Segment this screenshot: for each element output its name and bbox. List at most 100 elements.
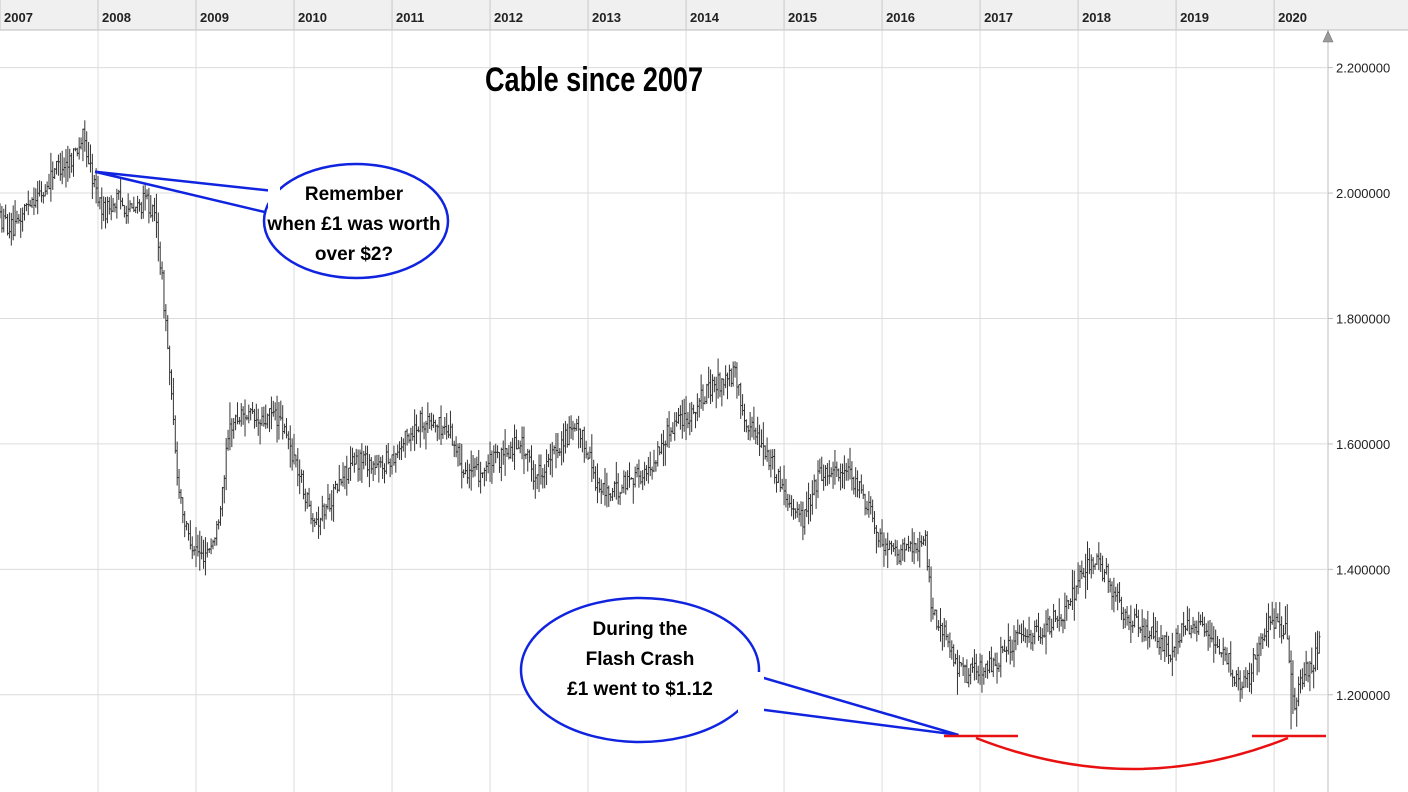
ohlc-bar bbox=[658, 446, 661, 456]
callout-line: Remember bbox=[305, 184, 404, 205]
ohlc-bar bbox=[355, 448, 358, 465]
ohlc-bar bbox=[437, 416, 441, 440]
ohlc-bar bbox=[718, 372, 722, 398]
ohlc-bar bbox=[217, 519, 220, 530]
flash-crash-markers bbox=[944, 734, 1326, 771]
ohlc-bar bbox=[916, 537, 920, 562]
ohlc-bar bbox=[471, 454, 475, 478]
ohlc-bar bbox=[813, 474, 816, 496]
ohlc-bar bbox=[251, 401, 254, 414]
ohlc-bar bbox=[253, 408, 256, 429]
pointer-cover bbox=[268, 183, 280, 213]
ohlc-bar bbox=[927, 559, 931, 583]
ohlc-bar bbox=[1282, 624, 1285, 640]
ohlc-bar bbox=[873, 511, 876, 534]
ohlc-bar bbox=[51, 161, 54, 190]
x-tick-label: 2009 bbox=[200, 10, 229, 25]
ohlc-bar bbox=[1318, 631, 1321, 654]
ohlc-bar bbox=[635, 463, 639, 478]
ohlc-bar bbox=[1125, 605, 1129, 626]
ohlc-bar bbox=[716, 358, 720, 399]
ohlc-bar bbox=[91, 153, 94, 200]
ohlc-bar bbox=[230, 418, 234, 448]
ohlc-bar bbox=[1133, 608, 1136, 628]
ohlc-bar bbox=[1097, 542, 1101, 571]
y-tick-label: 1.800000 bbox=[1336, 311, 1390, 326]
ohlc-bar bbox=[57, 154, 60, 176]
ohlc-bar bbox=[1271, 601, 1274, 625]
ohlc-bar bbox=[569, 415, 573, 439]
ohlc-bar bbox=[937, 620, 940, 631]
ohlc-bar bbox=[183, 511, 186, 538]
ohlc-bar bbox=[17, 214, 21, 224]
ohlc-bar bbox=[409, 427, 413, 452]
ohlc-bar bbox=[15, 210, 19, 224]
ohlc-bar bbox=[869, 496, 872, 515]
ohlc-bar bbox=[30, 197, 34, 209]
ohlc-bar bbox=[426, 402, 430, 433]
ohlc-bar bbox=[1112, 577, 1116, 613]
ohlc-bar bbox=[1114, 586, 1117, 602]
ohlc-bar bbox=[826, 463, 829, 486]
ohlc-bar bbox=[257, 408, 260, 436]
ohlc-bar bbox=[617, 473, 620, 505]
ohlc-bar bbox=[771, 449, 774, 470]
ohlc-bar bbox=[1235, 670, 1238, 688]
ohlc-bar bbox=[1222, 637, 1225, 666]
ohlc-bar bbox=[1255, 642, 1259, 676]
ohlc-bar bbox=[1020, 623, 1023, 644]
ohlc-bar bbox=[464, 462, 467, 475]
ohlc-bar bbox=[430, 412, 433, 431]
ohlc-bar bbox=[764, 445, 767, 460]
scroll-up-arrow-icon[interactable] bbox=[1322, 30, 1334, 43]
ohlc-bar bbox=[1203, 616, 1206, 637]
ohlc-bar bbox=[715, 376, 718, 409]
ohlc-bar bbox=[1074, 585, 1078, 601]
ohlc-bar bbox=[226, 429, 230, 451]
ohlc-bar bbox=[36, 180, 39, 215]
ohlc-bar bbox=[1189, 625, 1193, 639]
ohlc-bar bbox=[44, 184, 47, 197]
ohlc-bar bbox=[1116, 583, 1119, 611]
ohlc-bar bbox=[641, 470, 644, 491]
ohlc-bar bbox=[1274, 602, 1278, 629]
ohlc-bar bbox=[877, 531, 880, 548]
ohlc-bar bbox=[319, 517, 322, 536]
ohlc-bar bbox=[13, 200, 17, 237]
ohlc-bar bbox=[1016, 619, 1019, 646]
ohlc-bar bbox=[364, 445, 367, 466]
ohlc-bar bbox=[667, 411, 671, 448]
ohlc-bar bbox=[696, 393, 699, 422]
ohlc-bar bbox=[8, 212, 11, 239]
ohlc-bar bbox=[662, 430, 665, 467]
ohlc-bar bbox=[875, 524, 878, 554]
ohlc-bar bbox=[843, 455, 846, 490]
ohlc-bar bbox=[965, 659, 969, 684]
ohlc-bar bbox=[703, 396, 707, 405]
ohlc-bar bbox=[1272, 608, 1276, 639]
ohlc-bar bbox=[724, 365, 727, 389]
ohlc-bar bbox=[858, 480, 861, 499]
ohlc-bar bbox=[1278, 601, 1281, 638]
ohlc-bar bbox=[1254, 654, 1257, 660]
ohlc-bar bbox=[888, 540, 891, 551]
ohlc-bar bbox=[1007, 623, 1010, 655]
ohlc-bar bbox=[758, 424, 761, 457]
ohlc-bar bbox=[897, 549, 901, 565]
ohlc-bar bbox=[234, 414, 237, 431]
ohlc-bar bbox=[515, 429, 518, 450]
ohlc-bar bbox=[975, 653, 978, 680]
ohlc-bar bbox=[852, 476, 855, 495]
ohlc-bar bbox=[590, 434, 594, 482]
ohlc-bar bbox=[283, 423, 286, 434]
ohlc-bar bbox=[277, 402, 281, 440]
ohlc-bar bbox=[786, 493, 790, 512]
ohlc-bar bbox=[394, 452, 397, 473]
y-tick-label: 1.600000 bbox=[1336, 437, 1390, 452]
ohlc-bar bbox=[505, 448, 509, 457]
ohlc-bar bbox=[1044, 610, 1048, 655]
ohlc-bar bbox=[750, 416, 754, 438]
ohlc-bar bbox=[603, 468, 607, 506]
ohlc-bar bbox=[1144, 619, 1148, 641]
ohlc-bar bbox=[699, 374, 703, 409]
